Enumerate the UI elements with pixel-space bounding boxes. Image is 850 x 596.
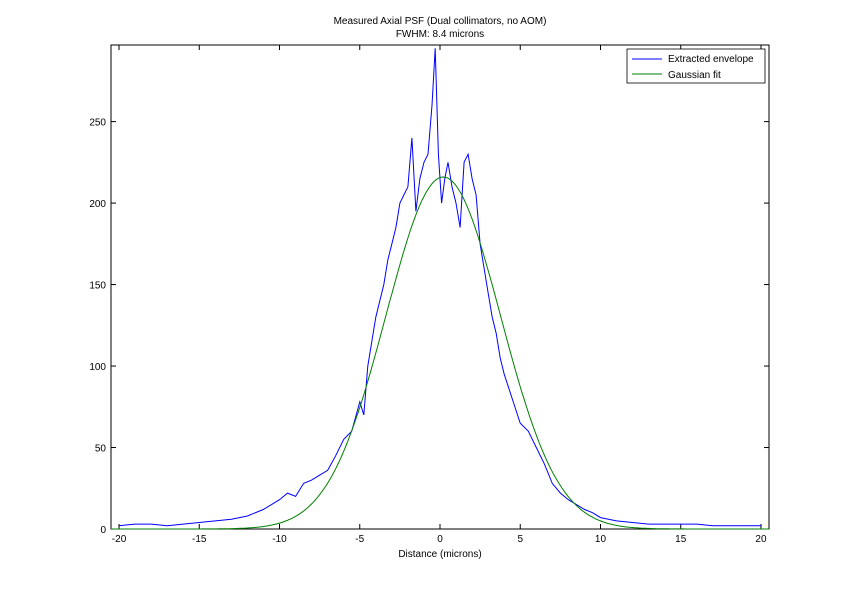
- x-tick-label: 10: [595, 534, 607, 545]
- chart-title: Measured Axial PSF (Dual collimators, no…: [334, 16, 547, 27]
- x-tick-label: -5: [355, 534, 364, 545]
- y-tick-label: 100: [89, 362, 106, 373]
- series-line-extracted-envelope: [118, 48, 761, 527]
- y-tick-label: 200: [89, 199, 106, 210]
- legend-label-extracted-envelope: Extracted envelope: [668, 54, 754, 65]
- x-tick-label: -10: [272, 534, 287, 545]
- legend-box: [626, 48, 766, 84]
- y-tick-label: 0: [100, 525, 106, 536]
- y-tick-label: 250: [89, 118, 106, 129]
- legend: Extracted envelope Gaussian fit: [626, 48, 766, 84]
- x-tick-label: 20: [755, 534, 767, 545]
- x-tick-label: 0: [437, 534, 443, 545]
- x-tick-label: -20: [112, 534, 127, 545]
- x-tick-label: 15: [675, 534, 687, 545]
- legend-label-gaussian-fit: Gaussian fit: [668, 70, 721, 81]
- series-layer: [111, 48, 769, 530]
- y-tick-label: 50: [95, 444, 107, 455]
- x-tick-label: -15: [192, 534, 207, 545]
- y-tick-label: 150: [89, 281, 106, 292]
- x-axis-label: Distance (microns): [398, 549, 481, 560]
- chart-subtitle: FWHM: 8.4 microns: [396, 29, 484, 40]
- x-tick-label: 5: [517, 534, 523, 545]
- series-line-gaussian-fit: [111, 176, 769, 530]
- x-axis-ticks: -20 -15 -10 -5 0 5 10 15 20: [112, 45, 767, 545]
- plot-area: [110, 44, 770, 530]
